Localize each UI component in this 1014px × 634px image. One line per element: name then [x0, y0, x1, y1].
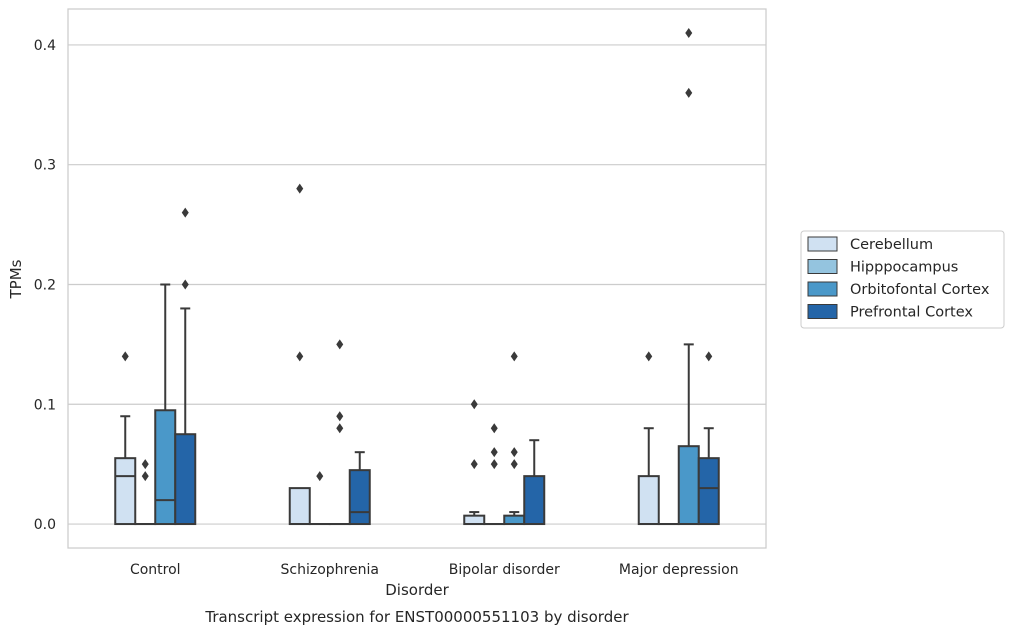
legend-swatch — [807, 304, 838, 319]
outlier-point — [490, 459, 498, 470]
box-body — [174, 433, 197, 526]
legend-swatch — [807, 281, 838, 297]
box-2-1 — [328, 339, 351, 526]
box-1-1 — [308, 471, 331, 526]
outlier-point — [296, 183, 304, 194]
legend-swatch — [807, 259, 838, 274]
legend-label: Hipppocampus — [850, 260, 958, 276]
box-3-0 — [174, 207, 197, 526]
legend-label: Cerebellum — [850, 237, 933, 253]
outlier-point — [316, 471, 324, 482]
outlier-point — [470, 399, 478, 410]
outlier-point — [490, 423, 498, 434]
outlier-point — [685, 27, 693, 38]
legend-swatch — [807, 236, 838, 252]
box-0-1 — [288, 183, 311, 526]
outlier-point — [141, 471, 149, 482]
outlier-point — [645, 351, 653, 362]
outlier-point — [181, 207, 189, 218]
outlier-point — [296, 351, 304, 362]
chart-caption: Transcript expression for ENST0000055110… — [204, 608, 629, 626]
y-tick-label: 0.4 — [34, 38, 56, 54]
box-2-3 — [677, 27, 700, 526]
box-0-3 — [637, 351, 660, 526]
x-axis-title: Disorder — [385, 581, 449, 599]
x-tick-label: Bipolar disorder — [449, 562, 560, 578]
outlier-point — [510, 351, 518, 362]
outlier-point — [121, 351, 129, 362]
box-body — [463, 514, 486, 526]
box-body — [503, 514, 526, 526]
box-body — [114, 457, 137, 526]
outlier-point — [336, 411, 344, 422]
x-tick-label: Control — [130, 562, 181, 578]
outlier-point — [336, 423, 344, 434]
box-body — [637, 475, 660, 526]
plot-frame — [67, 8, 767, 549]
box-2-2 — [503, 351, 526, 526]
y-axis-ticks: 0.0 0.1 0.2 0.3 0.4 — [34, 38, 56, 533]
outlier-point — [490, 447, 498, 458]
outlier-point — [336, 339, 344, 350]
x-tick-label: Schizophrenia — [281, 562, 379, 578]
outlier-point — [181, 279, 189, 290]
box-0-0 — [114, 351, 137, 526]
box-3-1 — [348, 451, 371, 526]
box-body — [697, 457, 720, 526]
outlier-point — [510, 459, 518, 470]
legend-label: Orbitofontal Cortex — [850, 282, 990, 298]
legend-label: Prefrontal Cortex — [850, 305, 973, 321]
box-body — [154, 409, 177, 526]
outlier-point — [685, 87, 693, 98]
box-body — [288, 487, 311, 526]
y-tick-label: 0.2 — [34, 277, 56, 293]
box-body — [348, 469, 371, 526]
box-1-0 — [134, 459, 157, 526]
outlier-point — [470, 459, 478, 470]
box-body — [677, 445, 700, 526]
y-tick-label: 0.0 — [34, 517, 56, 533]
box-body — [523, 475, 546, 526]
y-tick-label: 0.1 — [34, 397, 56, 413]
x-axis-ticks: Control Schizophrenia Bipolar disorder Majo… — [130, 562, 739, 578]
y-axis-title: TPMs — [7, 259, 25, 299]
box-3-3 — [697, 351, 720, 526]
legend: Cerebellum Hipppocampus Orbitofontal Corte… — [800, 230, 1005, 329]
outlier-point — [705, 351, 713, 362]
legend-frame — [800, 230, 1005, 329]
x-tick-label: Major depression — [619, 562, 739, 578]
box-plot-area — [114, 27, 720, 526]
outlier-point — [510, 447, 518, 458]
y-tick-label: 0.3 — [34, 158, 56, 174]
box-1-2 — [483, 423, 506, 526]
box-3-2 — [523, 439, 546, 526]
box-0-2 — [463, 399, 486, 526]
outlier-point — [141, 459, 149, 470]
